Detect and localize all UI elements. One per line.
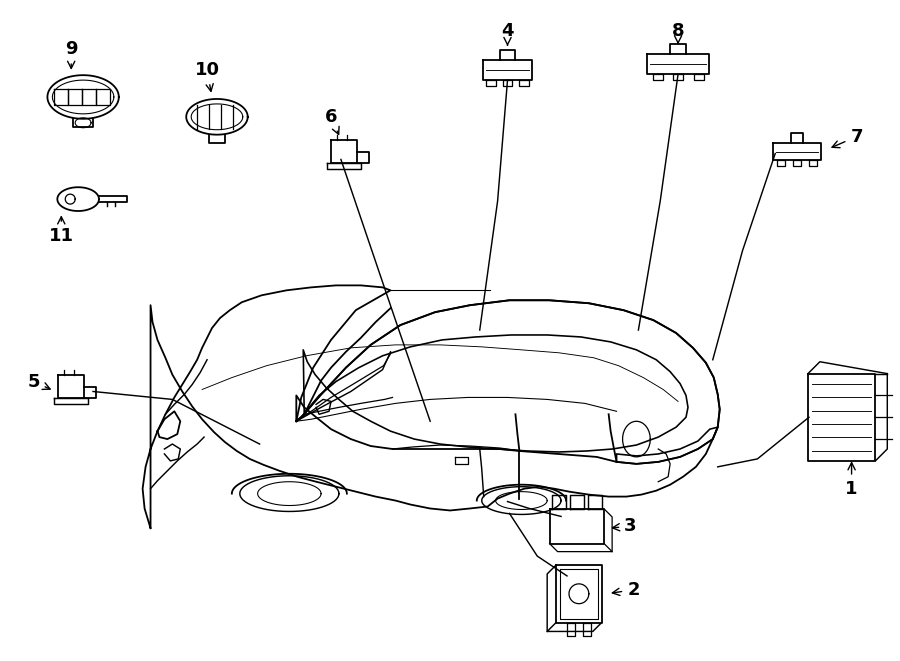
Text: 5: 5 bbox=[27, 373, 50, 391]
Text: 8: 8 bbox=[671, 22, 684, 43]
Text: 1: 1 bbox=[845, 463, 858, 498]
Text: 4: 4 bbox=[501, 22, 514, 46]
Text: 10: 10 bbox=[194, 61, 220, 91]
Text: 11: 11 bbox=[49, 217, 74, 245]
Text: 9: 9 bbox=[65, 40, 77, 69]
Text: 3: 3 bbox=[612, 518, 636, 535]
Text: 7: 7 bbox=[832, 128, 863, 147]
Text: 2: 2 bbox=[612, 581, 640, 599]
Text: 6: 6 bbox=[325, 108, 339, 134]
